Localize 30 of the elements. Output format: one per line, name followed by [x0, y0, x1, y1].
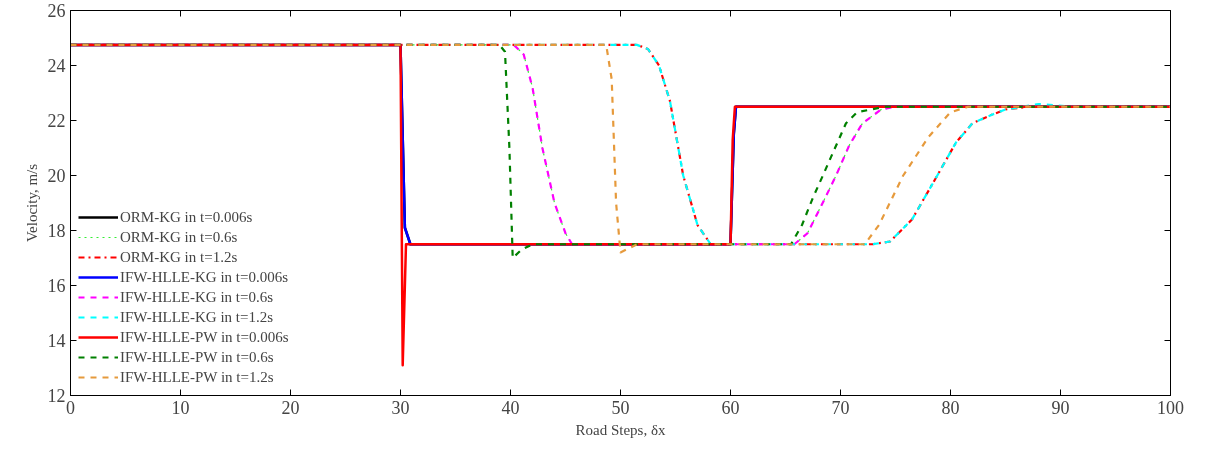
x-tick-label: 50 [611, 397, 630, 418]
y-tick-label: 16 [47, 276, 66, 296]
y-axis-title: Velocity, m/s [23, 163, 40, 243]
x-tick-label: 90 [1051, 397, 1070, 418]
y-tick-label: 20 [47, 166, 66, 186]
x-tick-label: 70 [831, 397, 850, 418]
x-tick-label: 20 [281, 397, 300, 418]
legend-label: IFW-HLLE-KG in t=0.006s [120, 268, 289, 286]
x-tick-label: 40 [501, 397, 520, 418]
y-tick-label: 18 [47, 221, 66, 241]
legend-label: IFW-HLLE-PW in t=0.006s [120, 328, 289, 346]
x-tick-label: 30 [391, 397, 410, 418]
x-axis-title: Road Steps, δx [575, 421, 666, 438]
y-tick-label: 24 [47, 56, 66, 76]
x-tick-label: 0 [66, 397, 75, 418]
legend-label: ORM-KG in t=0.006s [120, 208, 253, 226]
legend-label: ORM-KG in t=0.6s [120, 228, 238, 246]
y-tick-label: 12 [47, 386, 66, 406]
x-tick-label: 80 [941, 397, 960, 418]
y-tick-label: 22 [47, 111, 66, 131]
y-tick-label: 26 [47, 1, 66, 21]
y-tick-label: 14 [47, 331, 66, 351]
x-tick-label: 10 [171, 397, 190, 418]
legend-label: IFW-HLLE-KG in t=1.2s [120, 308, 274, 326]
legend-label: IFW-HLLE-PW in t=1.2s [120, 368, 274, 386]
legend-label: IFW-HLLE-KG in t=0.6s [120, 288, 274, 306]
x-tick-label: 60 [721, 397, 740, 418]
legend-label: IFW-HLLE-PW in t=0.6s [120, 348, 274, 366]
legend-label: ORM-KG in t=1.2s [120, 248, 238, 266]
x-tick-label: 100 [1157, 397, 1184, 418]
